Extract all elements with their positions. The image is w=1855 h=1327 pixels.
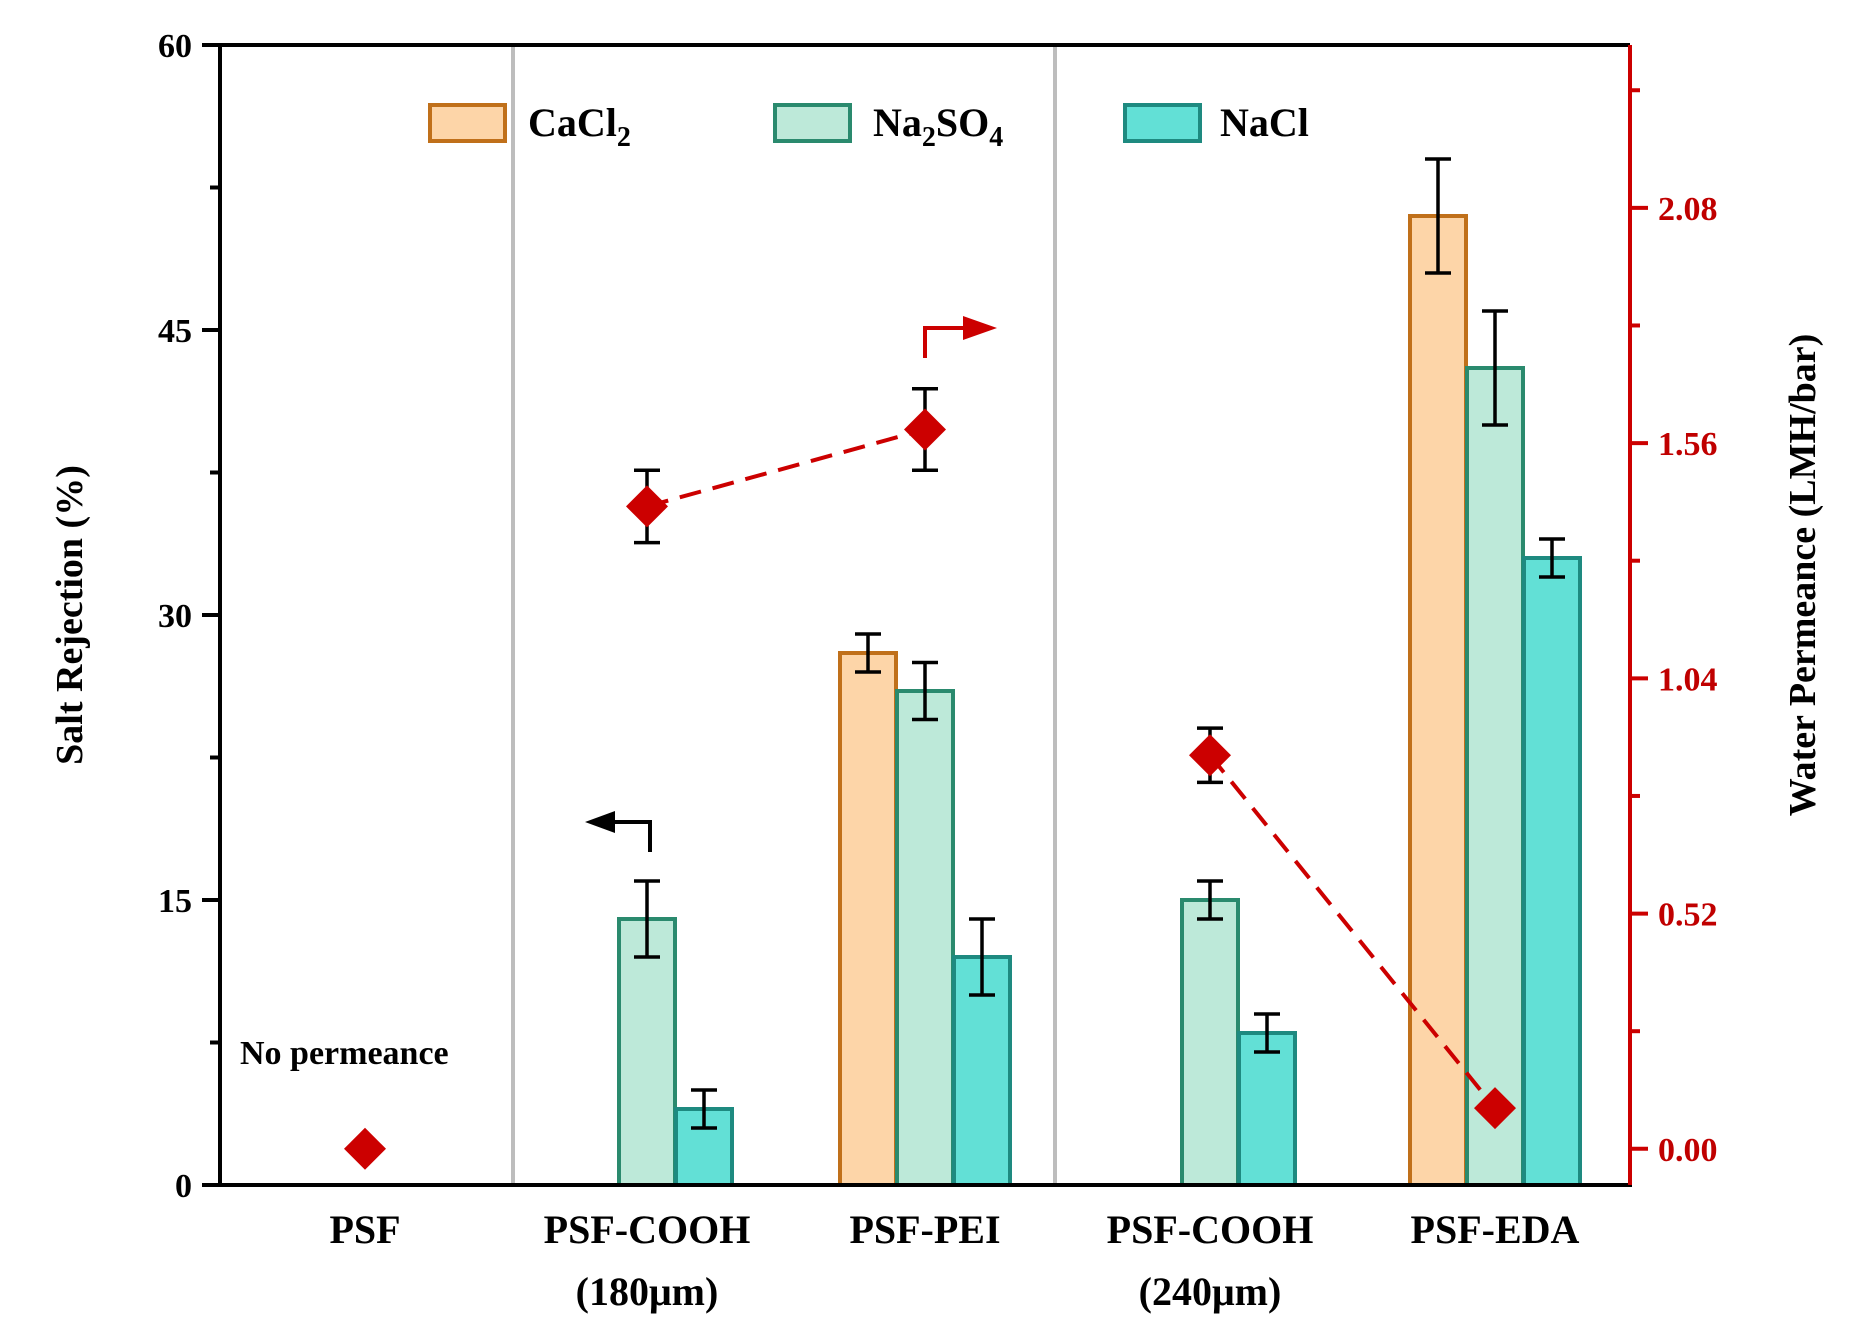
right-tick-label: 1.04 bbox=[1658, 661, 1718, 698]
permeance-marker-1 bbox=[626, 485, 668, 528]
right-tick-label: 0.00 bbox=[1658, 1132, 1718, 1169]
permeance-dashed-line-1 bbox=[646, 427, 926, 509]
left-tick-label: 15 bbox=[158, 883, 192, 920]
bar-nacl-4 bbox=[1522, 556, 1582, 1187]
bar-na-3 bbox=[1180, 898, 1240, 1187]
group-dividers bbox=[511, 45, 1057, 1185]
permeance-marker-2 bbox=[904, 408, 946, 451]
permeance-marker-0 bbox=[344, 1127, 386, 1170]
left-tick-label: 60 bbox=[158, 28, 192, 65]
legend: CaCl2 Na2SO4 NaCl bbox=[428, 100, 1309, 153]
category-label: PSF bbox=[329, 1207, 400, 1252]
right-axis-title: Water Permeance (LMH/bar) bbox=[1782, 334, 1824, 817]
right-tick-label: 0.52 bbox=[1658, 897, 1718, 934]
bar-cacl-4 bbox=[1408, 214, 1468, 1187]
category-label: PSF-COOH bbox=[1107, 1207, 1314, 1252]
category-label-sub: (180μm) bbox=[576, 1269, 719, 1314]
category-label: PSF-COOH bbox=[544, 1207, 751, 1252]
right-tick-label: 2.08 bbox=[1658, 191, 1718, 228]
legend-label-0: CaCl2 bbox=[528, 100, 631, 153]
bar-na-4 bbox=[1465, 366, 1525, 1187]
ticks-layer: 0 15 30 45 60 0.00 0.52 1.04 1.56 2.08 Salt Reject… bbox=[49, 28, 1824, 1205]
left-tick-label: 30 bbox=[158, 598, 192, 635]
right-tick-label: 1.56 bbox=[1658, 426, 1718, 463]
bar-nacl-3 bbox=[1237, 1031, 1297, 1187]
permeance-layer bbox=[344, 387, 1516, 1170]
legend-swatch-2 bbox=[1123, 103, 1202, 143]
error-bars-layer bbox=[634, 157, 1565, 1130]
bar-na-1 bbox=[617, 917, 677, 1187]
category-label: PSF-PEI bbox=[849, 1207, 1000, 1252]
category-label-sub: (240μm) bbox=[1139, 1269, 1282, 1314]
legend-label-1: Na2SO4 bbox=[873, 100, 1003, 153]
legend-label-2: NaCl bbox=[1220, 100, 1309, 145]
left-tick-label: 0 bbox=[175, 1168, 192, 1205]
left-axis-title: Salt Rejection (%) bbox=[49, 465, 91, 765]
permeance-marker-4 bbox=[1474, 1087, 1516, 1130]
category-label: PSF-EDA bbox=[1411, 1207, 1580, 1252]
right-axis-arrowhead bbox=[963, 316, 997, 340]
category-labels: PSF PSF-COOH (180μm) PSF-PEI PSF-COOH (240μm)… bbox=[329, 1207, 1579, 1314]
no-permeance-label: No permeance bbox=[240, 1035, 449, 1072]
legend-swatch-0 bbox=[428, 103, 507, 143]
bar-cacl-2 bbox=[838, 651, 898, 1187]
bars-layer bbox=[617, 214, 1582, 1187]
permeance-marker-3 bbox=[1189, 734, 1231, 777]
left-axis-arrow bbox=[610, 820, 652, 852]
right-axis-arrow bbox=[923, 326, 965, 358]
legend-swatch-1 bbox=[773, 103, 852, 143]
bar-na-2 bbox=[895, 689, 955, 1187]
permeance-dashed-line-2 bbox=[1208, 753, 1497, 1110]
annotations: No permeance bbox=[240, 316, 997, 1072]
left-tick-label: 45 bbox=[158, 313, 192, 350]
left-axis-arrowhead bbox=[585, 811, 615, 833]
